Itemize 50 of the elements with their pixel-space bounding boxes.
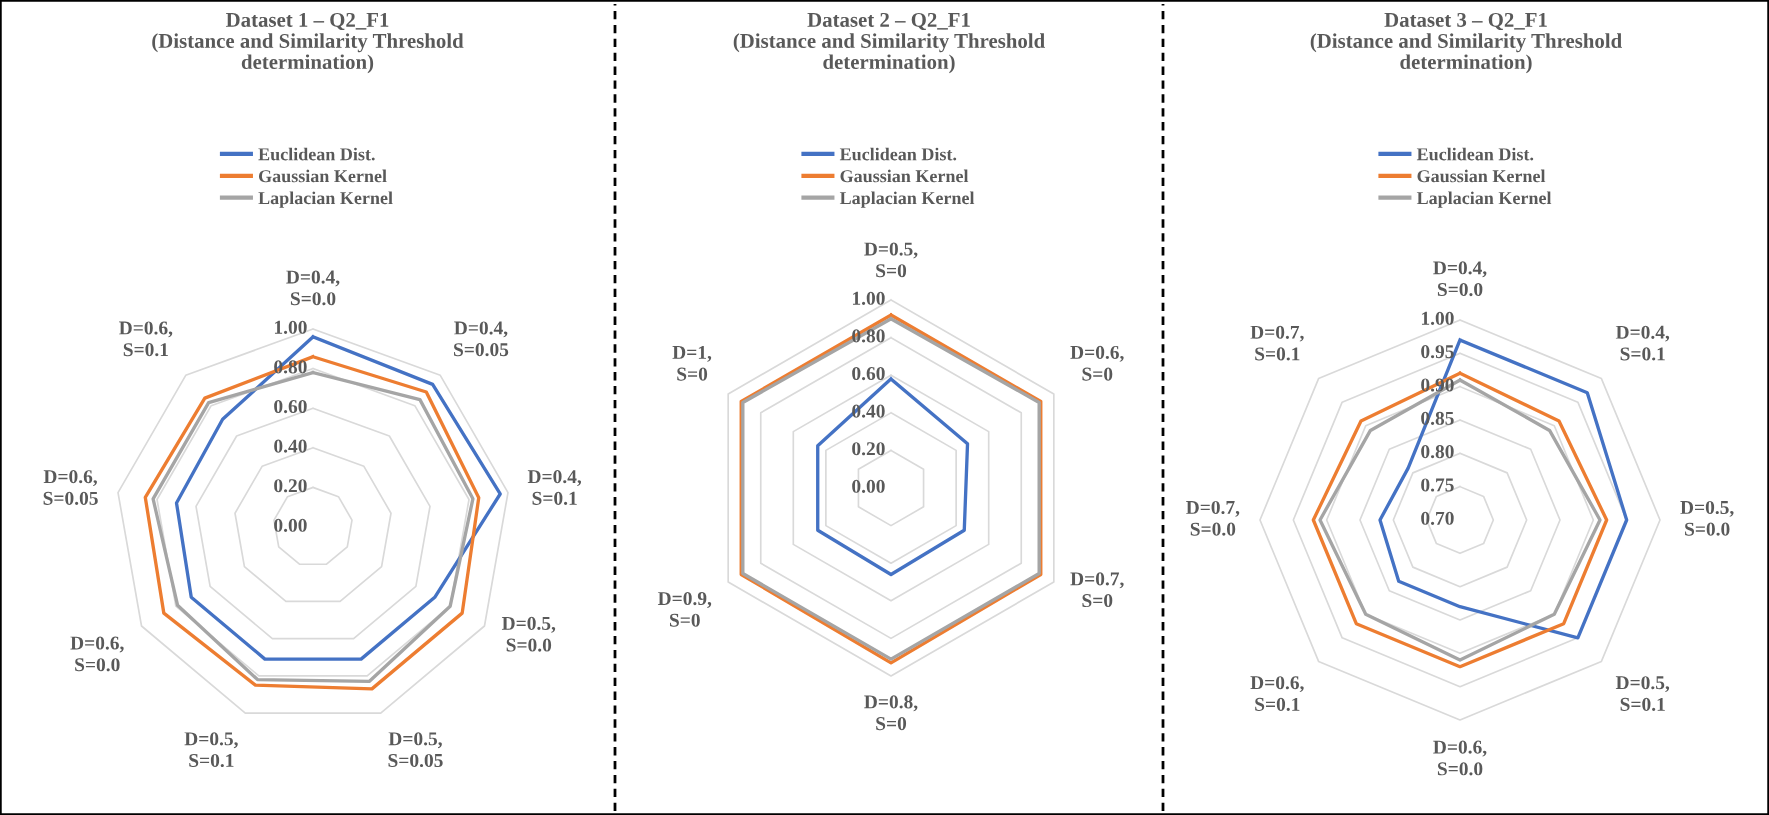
spoke-label: D=0.5, S=0.0 [1680, 500, 1734, 536]
legend-label: Euclidean Dist. [839, 147, 957, 161]
spoke-label: D=0.4, S=0.0 [286, 270, 340, 306]
chart-title: Dataset 1 – Q2_F1 (Distance and Similarity Threshold determination) [152, 12, 464, 74]
spoke-label: D=0.9, S=0 [657, 591, 712, 627]
spoke-label: D=1, S=0 [672, 345, 712, 381]
legend-label: Gaussian Kernel [840, 169, 969, 183]
spoke-label: D=0.4, S=0.05 [454, 321, 509, 357]
spoke-label: D=0.5, S=0.05 [388, 732, 443, 768]
spoke-label: D=0.7, S=0 [1070, 572, 1124, 608]
spoke-label: D=0.6, S=0.1 [119, 321, 173, 357]
y-tick-label: 1.00 [1421, 311, 1454, 325]
legend-label: Gaussian Kernel [1417, 169, 1546, 183]
legend-label: Laplacian Kernel [258, 191, 393, 208]
spoke-label: D=0.6, S=0.05 [43, 470, 98, 505]
spoke-label: D=0.7, S=0.0 [1186, 500, 1240, 536]
spoke-label: D=0.5, S=0.1 [184, 732, 238, 768]
y-tick-label: 0.00 [852, 479, 885, 493]
legend-label: Laplacian Kernel [839, 191, 975, 208]
y-tick-label: 0.60 [274, 399, 307, 414]
spoke-label: D=0.8, S=0 [864, 695, 918, 731]
spoke-label: D=0.5, S=0.0 [501, 616, 556, 652]
legend-label: Laplacian Kernel [1416, 191, 1552, 208]
spoke-label: D=0.4, S=0.1 [1615, 325, 1670, 361]
chart-title: Dataset 2 – Q2_F1 (Distance and Similarity Threshold determination) [733, 12, 1045, 74]
spoke-label: D=0.7, S=0.1 [1250, 325, 1304, 361]
y-tick-label: 0.95 [1421, 345, 1454, 359]
spoke-label: D=0.6, S=0.1 [1250, 676, 1304, 712]
y-tick-label: 0.60 [852, 366, 885, 381]
y-tick-label: 0.70 [1421, 511, 1454, 525]
spoke-label: D=0.5, S=0.1 [1615, 676, 1670, 712]
spoke-label: D=0.4, S=0.0 [1433, 261, 1487, 297]
y-tick-label: 0.40 [274, 439, 307, 453]
y-tick-label: 0.80 [1421, 445, 1454, 459]
chart-title: Dataset 3 – Q2_F1 (Distance and Similarity Threshold determination) [1310, 12, 1622, 74]
spoke-label: D=0.6, S=0 [1070, 345, 1124, 381]
legend-label: Euclidean Dist. [258, 147, 375, 161]
legend-label: Euclidean Dist. [1416, 147, 1534, 161]
y-tick-label: 0.80 [852, 329, 885, 343]
legend-label: Gaussian Kernel [258, 169, 387, 183]
y-tick-label: 1.00 [274, 320, 307, 334]
spoke-label: D=0.5, S=0 [864, 242, 918, 278]
y-tick-label: 0.20 [852, 442, 885, 456]
y-tick-label: 0.75 [1421, 478, 1454, 492]
y-tick-label: 1.00 [852, 291, 885, 305]
y-tick-label: 0.00 [274, 518, 307, 532]
spoke-label: D=0.6, S=0.0 [70, 636, 124, 672]
y-tick-label: 0.20 [274, 479, 307, 493]
spoke-label: D=0.4, S=0.1 [527, 470, 582, 505]
spoke-label: D=0.6, S=0.0 [1433, 740, 1487, 776]
